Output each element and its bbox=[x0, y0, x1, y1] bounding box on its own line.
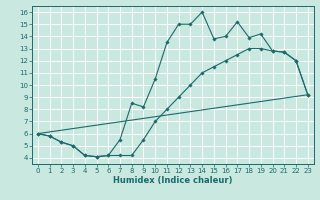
X-axis label: Humidex (Indice chaleur): Humidex (Indice chaleur) bbox=[113, 176, 233, 185]
